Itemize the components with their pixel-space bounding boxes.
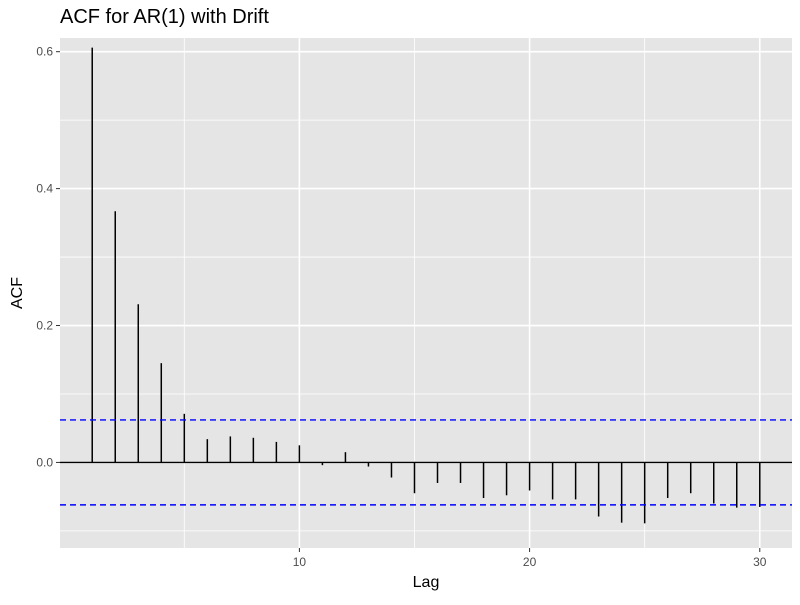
x-axis-label: Lag bbox=[413, 574, 440, 591]
panel-background bbox=[60, 38, 792, 548]
y-tick-label: 0.2 bbox=[36, 319, 53, 333]
chart-title: ACF for AR(1) with Drift bbox=[60, 6, 269, 28]
y-axis-label: ACF bbox=[9, 277, 26, 309]
y-tick-label: 0.0 bbox=[36, 455, 53, 469]
x-tick-label: 30 bbox=[753, 555, 767, 569]
y-tick-label: 0.4 bbox=[36, 182, 53, 196]
x-tick-label: 10 bbox=[293, 555, 307, 569]
x-tick-label: 20 bbox=[523, 555, 537, 569]
y-tick-label: 0.6 bbox=[36, 45, 53, 59]
